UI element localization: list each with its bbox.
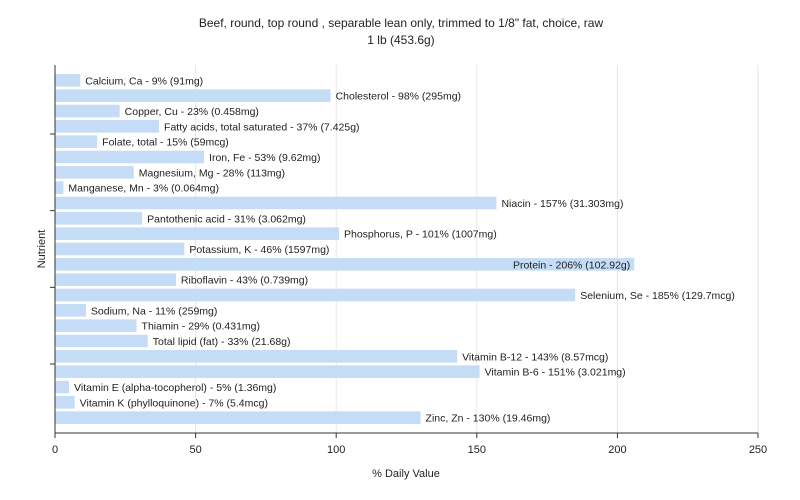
bar-label: Vitamin E (alpha-tocopherol) - 5% (1.36m…	[74, 382, 276, 394]
bar-label: Total lipid (fat) - 33% (21.68g)	[153, 336, 291, 348]
bar-label: Iron, Fe - 53% (9.62mg)	[209, 152, 320, 164]
bar	[55, 273, 176, 286]
bar	[55, 135, 98, 148]
bar-label: Calcium, Ca - 9% (91mg)	[85, 75, 203, 87]
bar	[55, 104, 120, 118]
bar-label: Selenium, Se - 185% (129.7mcg)	[580, 290, 735, 302]
bar-label: Riboflavin - 43% (0.739mg)	[181, 275, 308, 287]
axes: 0 50 100 150 200 250	[50, 65, 767, 456]
bar-label: Protein - 206% (102.92g)	[513, 259, 630, 271]
bar	[55, 150, 205, 164]
bar	[55, 120, 160, 133]
bar	[55, 227, 340, 240]
bar-label: Manganese, Mn - 3% (0.064mg)	[68, 183, 219, 195]
bar	[55, 258, 635, 271]
bar-label: Vitamin K (phylloquinone) - 7% (5.4mcg)	[80, 397, 268, 409]
bar-label: Zinc, Zn - 130% (19.46mg)	[426, 413, 551, 425]
bar	[55, 181, 64, 194]
bar-label: Magnesium, Mg - 28% (113mg)	[139, 167, 285, 179]
chart-subtitle: 1 lb (453.6g)	[367, 33, 434, 47]
chart-title: Beef, round, top round , separable lean …	[199, 16, 604, 30]
bar-label: Niacin - 157% (31.303mg)	[501, 198, 623, 210]
bar	[55, 396, 75, 409]
x-tick-label: 100	[327, 444, 345, 456]
bar-label: Fatty acids, total saturated - 37% (7.42…	[164, 121, 360, 133]
x-tick-label: 150	[468, 444, 486, 456]
x-axis-title: % Daily Value	[372, 468, 440, 480]
bar-label: Potassium, K - 46% (1597mg)	[189, 244, 329, 256]
bar	[55, 411, 421, 424]
bar-label: Folate, total - 15% (59mcg)	[102, 137, 229, 149]
bar	[55, 288, 576, 302]
x-tick-label: 200	[608, 444, 626, 456]
bar-labels: Calcium, Ca - 9% (91mg) Cholesterol - 98%…	[68, 75, 734, 424]
bar-label: Thiamin - 29% (0.431mg)	[142, 321, 260, 333]
x-tick-label: 0	[52, 444, 58, 456]
x-tick-label: 250	[749, 444, 767, 456]
bar	[55, 365, 480, 378]
y-axis-title: Nutrient	[36, 230, 48, 269]
bar-label: Pantothenic acid - 31% (3.062mg)	[147, 213, 306, 225]
bar	[55, 89, 331, 102]
bar-label: Vitamin B-6 - 151% (3.021mg)	[485, 367, 626, 379]
bar-label: Copper, Cu - 23% (0.458mg)	[125, 106, 259, 118]
bar-label: Sodium, Na - 11% (259mg)	[91, 305, 217, 317]
bar-label: Phosphorus, P - 101% (1007mg)	[344, 229, 497, 241]
bar	[55, 74, 81, 87]
bar	[55, 319, 137, 332]
bar	[55, 334, 148, 348]
bar	[55, 242, 185, 256]
bar	[55, 304, 86, 317]
bar	[55, 166, 134, 179]
bar-label: Vitamin B-12 - 143% (8.57mcg)	[462, 351, 608, 363]
x-tick-label: 50	[189, 444, 201, 456]
bar	[55, 350, 458, 363]
bar	[55, 380, 70, 394]
bar	[55, 196, 497, 210]
bar-label: Cholesterol - 98% (295mg)	[336, 91, 461, 103]
bar	[55, 212, 143, 225]
bars	[55, 74, 635, 424]
